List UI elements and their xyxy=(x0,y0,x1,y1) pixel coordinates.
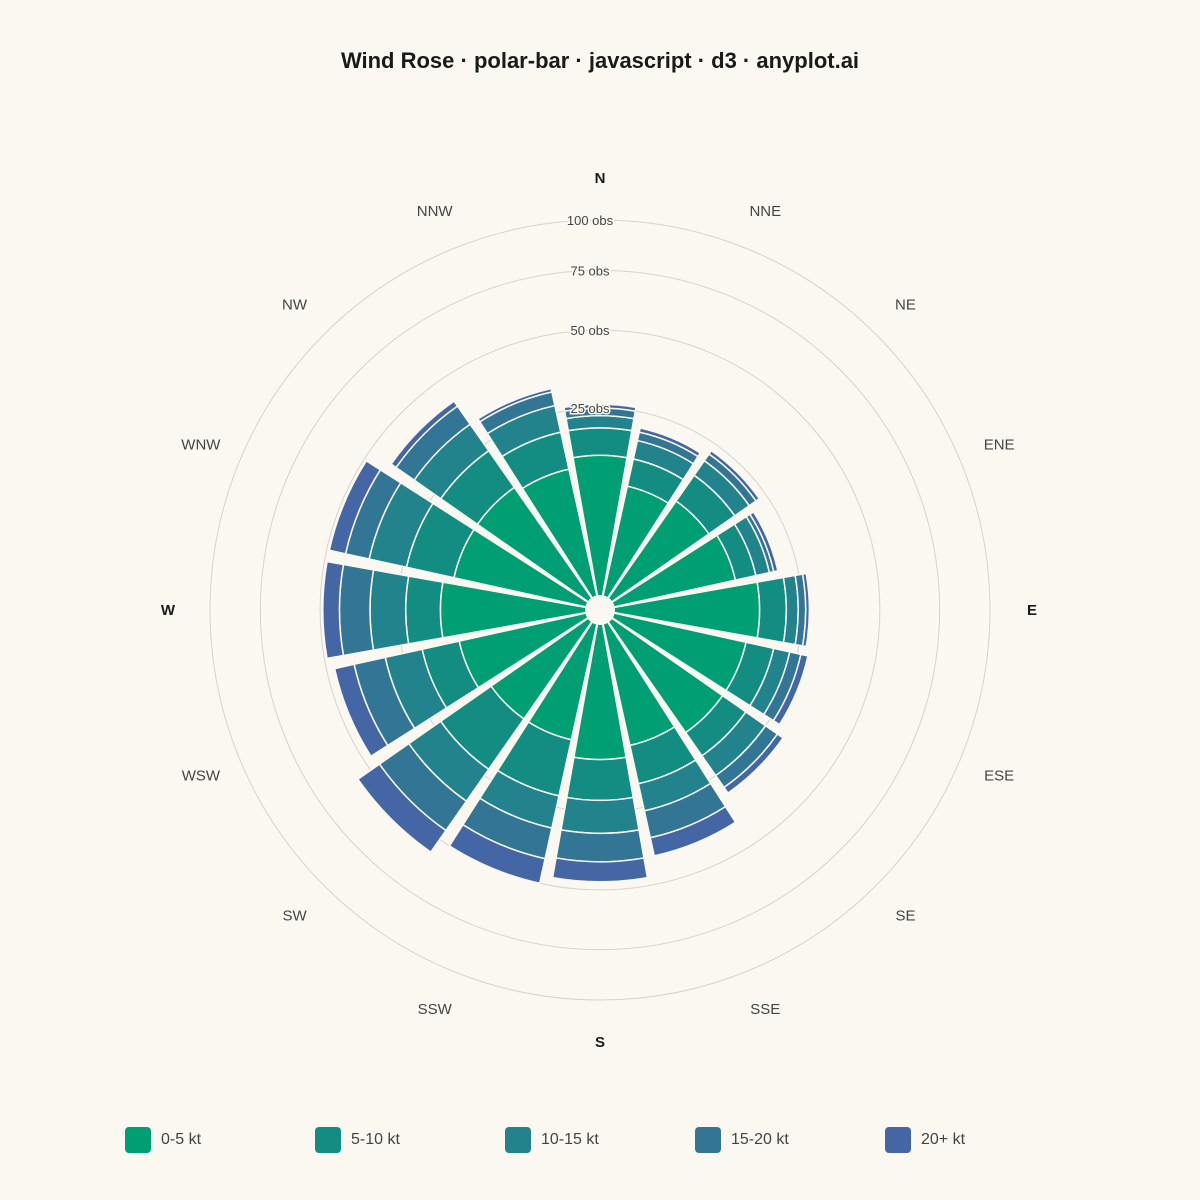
wedge-segment xyxy=(322,560,345,660)
wedge-segment xyxy=(555,829,645,863)
legend-swatch xyxy=(505,1127,531,1153)
wedge-segment xyxy=(390,400,459,469)
wedge-segment xyxy=(356,763,447,854)
wedge-segment xyxy=(772,653,809,726)
wedge-segment xyxy=(563,403,637,412)
legend-label: 20+ kt xyxy=(921,1131,966,1148)
legend-swatch xyxy=(695,1127,721,1153)
radial-tick-label: 50 obs xyxy=(570,323,610,338)
wedge-segment xyxy=(756,576,788,644)
wedge-segment xyxy=(649,805,737,857)
radial-tick-labels: 25 obs 50 obs 75 obs 100 obs xyxy=(565,212,615,418)
wedge-segment xyxy=(551,857,649,883)
direction-label-w: W xyxy=(161,602,176,619)
wedge-segment xyxy=(560,796,640,835)
wedge-segment xyxy=(328,459,382,555)
direction-label-wnw: WNW xyxy=(181,437,221,454)
center-hub xyxy=(585,595,615,625)
direction-label-s: S xyxy=(595,1034,605,1051)
wedge-segment xyxy=(748,510,779,573)
direction-label-se: SE xyxy=(895,907,915,924)
direction-label-wsw: WSW xyxy=(182,767,221,784)
legend-label: 0-5 kt xyxy=(161,1131,202,1148)
direction-label-ne: NE xyxy=(895,297,916,314)
legend-swatch xyxy=(315,1127,341,1153)
legend-label: 15-20 kt xyxy=(731,1131,789,1148)
wedges xyxy=(322,387,811,885)
grid-ring xyxy=(209,219,991,1001)
direction-label-nnw: NNW xyxy=(417,203,454,220)
radial-tick-label: 100 obs xyxy=(567,213,614,228)
grid-ring xyxy=(319,329,881,891)
wedge-segment xyxy=(476,387,553,423)
wedge-segment xyxy=(567,427,633,459)
wedge-segment xyxy=(369,568,410,652)
wedge-segment xyxy=(565,414,635,432)
grid-ring xyxy=(259,269,941,951)
direction-label-e: E xyxy=(1027,602,1037,619)
direction-label-nw: NW xyxy=(282,297,308,314)
legend: 0-5 kt 5-10 kt 10-15 kt 15-20 kt 20+ kt xyxy=(125,1127,1125,1153)
direction-label-sw: SW xyxy=(282,907,307,924)
direction-label-ssw: SSW xyxy=(418,1001,453,1018)
wedge-segment xyxy=(448,823,546,885)
radial-tick-label: 75 obs xyxy=(570,263,610,278)
direction-label-nne: NNE xyxy=(749,203,781,220)
wedge-segment xyxy=(801,572,811,648)
radial-tick-label: 25 obs xyxy=(570,401,610,416)
legend-label: 5-10 kt xyxy=(351,1131,400,1148)
wedge-segment xyxy=(404,575,444,645)
direction-label-ese: ESE xyxy=(984,767,1014,784)
wedge-segment xyxy=(638,427,702,458)
legend-swatch xyxy=(125,1127,151,1153)
wedge-segment xyxy=(338,563,375,657)
legend-label: 10-15 kt xyxy=(541,1131,599,1148)
chart-title: Wind Rose · polar-bar · javascript · d3 … xyxy=(340,48,860,73)
wedge-segment xyxy=(333,663,389,758)
wedge-segment xyxy=(565,756,635,802)
wedge-segment xyxy=(722,732,785,795)
direction-labels: N NNE NE ENE E ESE SE SSE S SSW SW WSW W WNW NW NNW xyxy=(161,170,1037,1051)
wedge-segment xyxy=(708,449,761,502)
legend-swatch xyxy=(885,1127,911,1153)
direction-label-ene: ENE xyxy=(984,437,1015,454)
direction-label-sse: SSE xyxy=(750,1001,780,1018)
direction-label-n: N xyxy=(595,170,606,187)
